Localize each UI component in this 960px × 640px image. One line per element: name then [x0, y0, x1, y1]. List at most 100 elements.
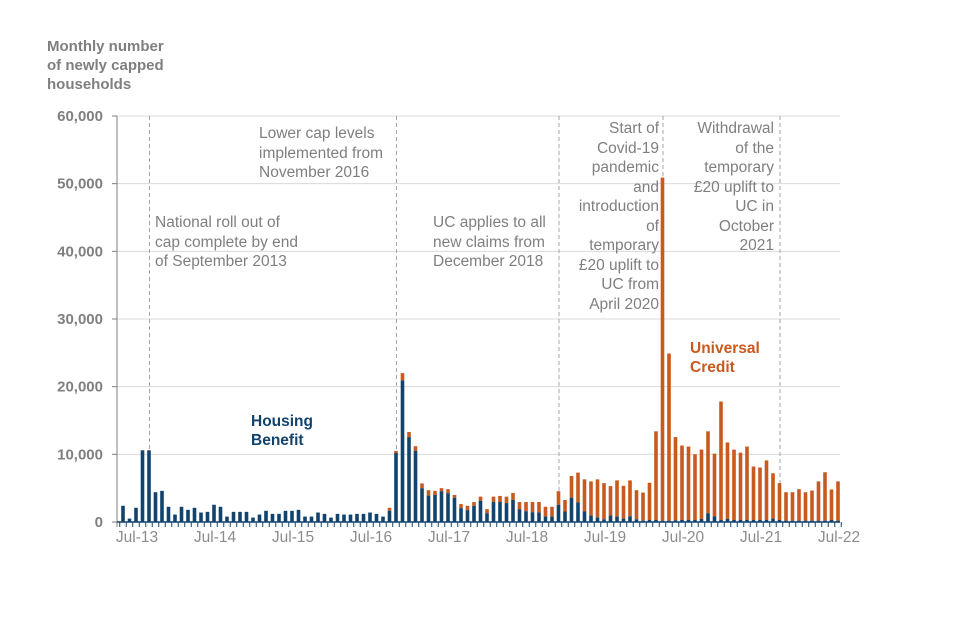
bar-universal-credit — [771, 473, 775, 519]
annotation-line: Covid-19 — [596, 139, 659, 157]
bar-housing-benefit — [498, 502, 502, 522]
bar-universal-credit — [530, 502, 535, 513]
bar-housing-benefit — [511, 500, 515, 522]
bar-housing-benefit — [751, 519, 756, 522]
annotation-line: of — [646, 217, 659, 235]
annotation: Start of Covid-19 pandemic and introduction o… — [579, 119, 659, 314]
y-tick-labels: 0 10,000 20,000 30,000 40,000 50,000 60,000 — [57, 108, 103, 531]
bar-universal-credit — [452, 494, 457, 498]
y-tick-label: 20,000 — [57, 379, 103, 396]
bar-universal-credit — [667, 353, 671, 521]
bar-housing-benefit — [400, 380, 405, 522]
bar-housing-benefit — [719, 519, 723, 522]
bar-housing-benefit — [407, 437, 411, 522]
bar-housing-benefit — [634, 519, 639, 522]
annotation-line: new claims from — [433, 233, 545, 251]
bar-housing-benefit — [212, 504, 216, 522]
bar-universal-credit — [654, 431, 658, 520]
bar-housing-benefit — [595, 517, 600, 522]
annotation-line: UC from — [601, 276, 659, 293]
y-axis-title-line-1: Monthly number — [47, 38, 164, 55]
bar-universal-credit — [803, 492, 808, 521]
bar-housing-benefit — [771, 518, 775, 522]
y-tick-label: 50,000 — [57, 176, 103, 193]
bar-housing-benefit — [329, 517, 333, 522]
annotation-line: temporary — [704, 159, 774, 176]
bar-universal-credit — [738, 452, 743, 520]
bar-housing-benefit — [465, 510, 470, 522]
bar-housing-benefit — [303, 516, 307, 522]
bar-housing-benefit — [296, 509, 301, 522]
bar-universal-credit — [387, 507, 392, 511]
y-axis-title-line: Monthly number of newly capped households — [47, 37, 227, 94]
bar-housing-benefit — [192, 507, 197, 522]
bar-housing-benefit — [127, 518, 132, 522]
x-tick-label: Jul-17 — [428, 529, 470, 546]
bar-universal-credit — [621, 485, 626, 519]
x-tick-label: Jul-20 — [662, 529, 705, 546]
bar-universal-credit — [706, 431, 710, 514]
annotation: UC applies to all new claims from December… — [433, 213, 546, 272]
bar-housing-benefit — [426, 495, 431, 522]
annotation: Lower cap levels implemented from November… — [259, 124, 383, 183]
bar-housing-benefit — [264, 510, 268, 522]
bar-housing-benefit — [491, 502, 496, 522]
annotation-line: of September 2013 — [155, 253, 287, 270]
bar-housing-benefit — [615, 516, 619, 522]
bar-housing-benefit — [686, 519, 691, 522]
bar-housing-benefit — [420, 488, 424, 522]
bar-housing-benefit — [160, 490, 164, 522]
bar-housing-benefit — [231, 511, 236, 522]
x-tick-label: Jul-14 — [194, 529, 237, 546]
annotation-line: pandemic — [591, 159, 659, 176]
y-axis-title-line-2: of newly capped — [47, 57, 164, 74]
bar-universal-credit — [433, 490, 437, 495]
bar-universal-credit — [686, 446, 691, 520]
bar-universal-credit — [758, 467, 762, 520]
bar-universal-credit — [576, 472, 580, 503]
annotation-line: UC in — [735, 198, 774, 215]
bar-universal-credit — [446, 489, 450, 494]
axes — [112, 115, 842, 527]
bar-housing-benefit — [140, 450, 145, 522]
bar-housing-benefit — [504, 503, 509, 522]
bar-housing-benefit — [543, 516, 548, 522]
bar-housing-benefit — [374, 513, 379, 522]
bar-housing-benefit — [134, 507, 138, 522]
annotation-line: UC applies to all — [433, 214, 546, 231]
bar-universal-credit — [615, 480, 619, 517]
bar-housing-benefit — [381, 516, 385, 522]
bar-universal-credit — [693, 454, 697, 520]
bar-housing-benefit — [699, 518, 704, 522]
bar-housing-benefit — [368, 512, 372, 522]
bar-housing-benefit — [348, 514, 353, 522]
bar-housing-benefit — [153, 492, 158, 522]
annotation-line: Lower cap levels — [259, 125, 375, 142]
bar-universal-credit — [797, 489, 801, 521]
bar-universal-credit — [550, 506, 554, 517]
bar-housing-benefit — [764, 519, 769, 522]
bar-housing-benefit — [485, 513, 489, 522]
bar-housing-benefit — [628, 516, 632, 522]
bar-housing-benefit — [478, 500, 483, 522]
legend-housing-benefit: Housing Benefit — [251, 412, 313, 450]
x-tick-labels: Jul-13 Jul-14 Jul-15 Jul-16 Jul-17 Jul-18 Jul-… — [116, 529, 860, 546]
bar-housing-benefit — [316, 512, 320, 522]
annotation: National roll out of cap complete by end o… — [155, 213, 298, 272]
bar-universal-credit — [784, 492, 788, 521]
bar-housing-benefit — [745, 519, 749, 522]
bar-universal-credit — [556, 491, 561, 505]
bar-universal-credit — [634, 490, 639, 520]
bar-universal-credit — [823, 472, 827, 521]
annotation-line: introduction — [578, 198, 659, 215]
bar-housing-benefit — [582, 511, 587, 522]
annotation-line: and — [633, 178, 659, 196]
annotation-line: 2021 — [739, 237, 774, 254]
bar-universal-credit — [660, 177, 665, 521]
gridlines — [117, 115, 840, 455]
bar-housing-benefit — [121, 505, 125, 522]
bar-housing-benefit — [706, 513, 710, 522]
bar-housing-benefit — [524, 511, 528, 522]
x-tick-label: Jul-21 — [740, 529, 782, 546]
y-tick-label: 40,000 — [57, 243, 103, 260]
